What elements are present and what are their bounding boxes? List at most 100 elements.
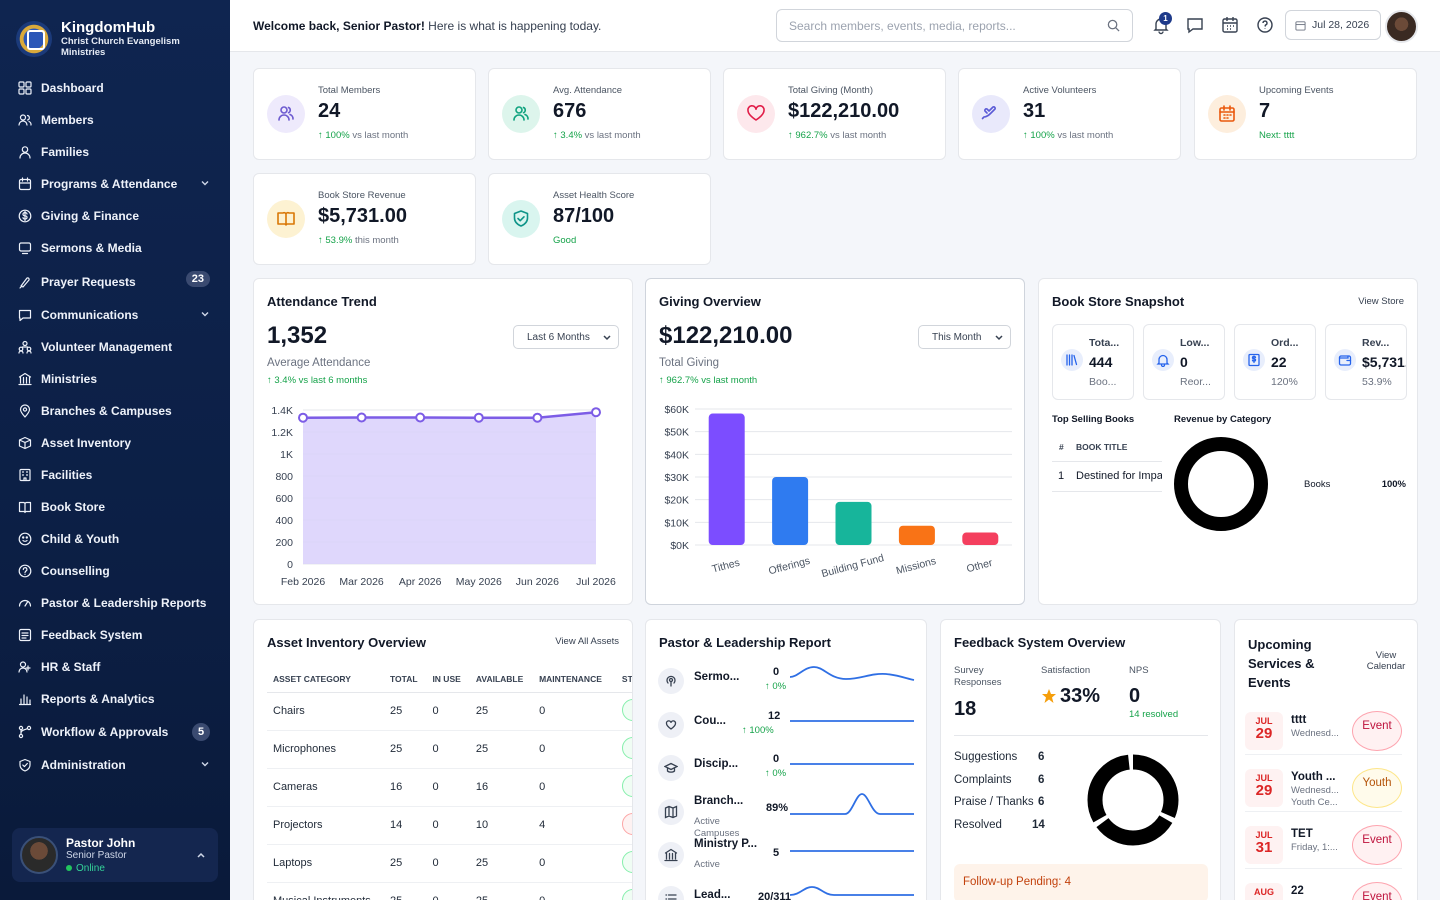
sidebar-item-pastor-leadership-reports[interactable]: Pastor & Leadership Reports bbox=[0, 587, 230, 619]
bookstore-stat-tile[interactable]: Tota... 444 Boo... bbox=[1052, 324, 1134, 400]
event-item[interactable]: JUL 29 tttt Wednesd... Event bbox=[1245, 707, 1402, 755]
sidebar-item-prayer-requests[interactable]: Prayer Requests 23 bbox=[0, 264, 230, 299]
welcome-rest: Here is what is happening today. bbox=[424, 19, 602, 33]
profile-avatar[interactable] bbox=[1385, 10, 1418, 43]
user-status: Online bbox=[66, 863, 135, 874]
stat-card-total-giving-month[interactable]: Total Giving (Month) $122,210.00 ↑ 962.7% … bbox=[723, 68, 946, 160]
sidebar-item-reports-analytics[interactable]: Reports & Analytics bbox=[0, 683, 230, 715]
stat-card-upcoming-events[interactable]: Upcoming Events 7 Next: tttt bbox=[1194, 68, 1417, 160]
table-cell: 25 bbox=[384, 692, 427, 731]
stat-value: 7 bbox=[1259, 100, 1271, 122]
follow-up-pending[interactable]: Follow-up Pending: 4 bbox=[954, 864, 1208, 900]
event-item[interactable]: JUL 31 TET Friday, 1:... Event bbox=[1245, 821, 1402, 869]
map-icon bbox=[658, 798, 684, 825]
stat-suffix: Next: tttt bbox=[1259, 130, 1295, 141]
event-date: AUG bbox=[1245, 883, 1283, 900]
sidebar-item-child-youth[interactable]: Child & Youth bbox=[0, 523, 230, 555]
chat-icon[interactable] bbox=[1185, 15, 1205, 35]
search-icon[interactable] bbox=[1107, 19, 1120, 32]
child-icon bbox=[18, 532, 32, 546]
revenue-donut-chart: Books 100% bbox=[1174, 437, 1407, 531]
stat-icon-wrap bbox=[502, 200, 540, 238]
app-name: KingdomHub bbox=[61, 19, 156, 36]
sidebar-item-facilities[interactable]: Facilities bbox=[0, 459, 230, 491]
calendar-icon[interactable] bbox=[1220, 15, 1240, 35]
leadership-row[interactable]: Discip... 0 ↑ 0% bbox=[658, 750, 916, 786]
attendance-range-select[interactable]: Last 6 Months bbox=[513, 325, 619, 349]
table-cell: 25 bbox=[469, 844, 534, 883]
sidebar-item-workflow-approvals[interactable]: Workflow & Approvals 5 bbox=[0, 715, 230, 749]
sidebar-item-communications[interactable]: Communications bbox=[0, 299, 230, 331]
date-picker[interactable]: Jul 28, 2026 bbox=[1285, 10, 1381, 40]
sidebar-item-hr-staff[interactable]: HR & Staff bbox=[0, 651, 230, 683]
sidebar-item-programs-attendance[interactable]: Programs & Attendance bbox=[0, 168, 230, 200]
org-name: Christ Church Evangelism Ministries bbox=[61, 36, 180, 58]
sidebar-item-families[interactable]: Families bbox=[0, 136, 230, 168]
stat-card-active-volunteers[interactable]: Active Volunteers 31 ↑ 100% vs last month bbox=[958, 68, 1181, 160]
event-item[interactable]: AUG 22 Event bbox=[1245, 878, 1402, 900]
search-box[interactable] bbox=[776, 9, 1133, 42]
sidebar-item-dashboard[interactable]: Dashboard bbox=[0, 72, 230, 104]
bar bbox=[835, 501, 872, 545]
bookstore-stat-tile[interactable]: Rev... $5,731.0 53.9% bbox=[1325, 324, 1407, 400]
table-cell: 25 bbox=[469, 882, 534, 900]
stat-icon-wrap bbox=[267, 95, 305, 133]
chevron-up-icon[interactable] bbox=[196, 850, 206, 860]
search-input[interactable] bbox=[789, 18, 1089, 33]
leadership-row[interactable]: Sermo... 0 ↑ 0% bbox=[658, 663, 916, 699]
row-name: Sermo... bbox=[694, 671, 740, 683]
help-icon[interactable] bbox=[1255, 15, 1275, 35]
view-store-link[interactable]: View Store bbox=[1358, 296, 1404, 307]
sidebar-item-members[interactable]: Members bbox=[0, 104, 230, 136]
sidebar-item-counselling[interactable]: Counselling bbox=[0, 555, 230, 587]
bookstore-stat-tile[interactable]: Low... 0 Reor... bbox=[1143, 324, 1225, 400]
sidebar-item-ministries[interactable]: Ministries bbox=[0, 363, 230, 395]
row-value: 89% bbox=[766, 801, 789, 814]
leadership-row[interactable]: Branch... Active Campuses 89% bbox=[658, 792, 916, 839]
sidebar-item-volunteer-management[interactable]: Volunteer Management bbox=[0, 331, 230, 363]
sidebar-item-administration[interactable]: Administration bbox=[0, 749, 230, 781]
table-row[interactable]: Microphones 25 0 25 0 bbox=[267, 730, 632, 769]
leadership-row[interactable]: Lead... 20/311 bbox=[658, 881, 916, 900]
table-row[interactable]: Chairs 25 0 25 0 bbox=[267, 692, 632, 731]
table-row[interactable]: Musical Instruments250250 bbox=[267, 882, 632, 900]
leadership-row[interactable]: Cou... 12 ↑ 100% bbox=[658, 707, 916, 743]
user-name: Pastor John bbox=[66, 836, 136, 850]
stat-card-book-store-revenue[interactable]: Book Store Revenue $5,731.00 ↑ 53.9% this … bbox=[253, 173, 476, 265]
feedback-value: 6 bbox=[1038, 773, 1045, 786]
bookstore-stat-tile[interactable]: Ord... 22 120% bbox=[1234, 324, 1316, 400]
user-card[interactable]: Pastor John Senior Pastor Online bbox=[12, 828, 218, 882]
sidebar-item-label: Communications bbox=[41, 308, 139, 322]
view-all-assets-link[interactable]: View All Assets bbox=[555, 636, 619, 647]
sidebar-item-branches-campuses[interactable]: Branches & Campuses bbox=[0, 395, 230, 427]
leadership-row[interactable]: Ministry P... Active 5 bbox=[658, 837, 916, 873]
sidebar-item-label: Members bbox=[41, 113, 94, 127]
table-row[interactable]: Projectors 14 0 10 4 bbox=[267, 806, 632, 845]
stat-card-total-members[interactable]: Total Members 24 ↑ 100% vs last month bbox=[253, 68, 476, 160]
sidebar-item-asset-inventory[interactable]: Asset Inventory bbox=[0, 427, 230, 459]
chevron-down-icon[interactable] bbox=[200, 759, 210, 769]
sidebar-item-book-store[interactable]: Book Store bbox=[0, 491, 230, 523]
members-icon bbox=[18, 114, 32, 126]
sidebar-item-sermons-media[interactable]: Sermons & Media bbox=[0, 232, 230, 264]
table-cell: 25 bbox=[384, 730, 427, 769]
chevron-down-icon[interactable] bbox=[200, 309, 210, 319]
book-row[interactable]: 1 Destined for Impa bbox=[1052, 462, 1162, 492]
stat-card-avg-attendance[interactable]: Avg. Attendance 676 ↑ 3.4% vs last month bbox=[488, 68, 711, 160]
view-calendar-link[interactable]: View Calendar bbox=[1366, 650, 1406, 672]
event-item[interactable]: JUL 29 Youth ... Wednesd... Youth Ce... Youth bbox=[1245, 764, 1402, 812]
table-row[interactable]: Cameras 16 0 16 0 bbox=[267, 768, 632, 807]
row-value: 12 bbox=[768, 709, 781, 722]
donut-slice bbox=[1174, 437, 1268, 531]
book-title: Destined for Impa bbox=[1076, 470, 1162, 482]
book-table-header: # BOOK TITLE bbox=[1052, 434, 1162, 462]
brand[interactable]: KingdomHub Christ Church Evangelism Mini… bbox=[0, 0, 230, 62]
sidebar-item-giving-finance[interactable]: Giving & Finance bbox=[0, 200, 230, 232]
chevron-down-icon[interactable] bbox=[200, 178, 210, 188]
stat-change: 100% bbox=[1030, 130, 1055, 141]
table-row[interactable]: Laptops 25 0 25 0 bbox=[267, 844, 632, 883]
giving-range-select[interactable]: This Month bbox=[918, 325, 1011, 349]
stat-card-asset-health-score[interactable]: Asset Health Score 87/100 Good bbox=[488, 173, 711, 265]
sidebar-item-feedback-system[interactable]: Feedback System bbox=[0, 619, 230, 651]
table-cell: 10 bbox=[469, 806, 534, 845]
